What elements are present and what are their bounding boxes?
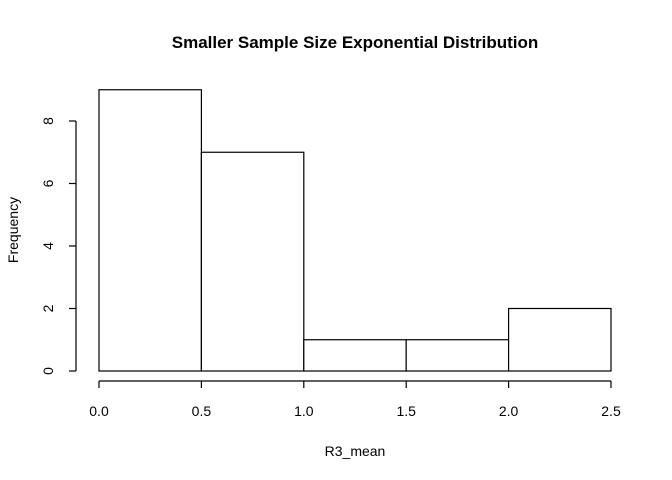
y-tick-label-4: 6: [40, 179, 56, 187]
y-tick-label-1: 0: [40, 367, 56, 375]
x-axis-label: R3_mean: [325, 443, 386, 459]
x-axis: 0.0 0.5 1.0 1.5 2.0 2.5: [89, 380, 621, 419]
x-tick-label-2: 0.5: [192, 403, 212, 419]
x-tick-label-6: 2.5: [601, 403, 621, 419]
histogram-bar-1: [98, 89, 203, 372]
x-tick-label-1: 0.0: [89, 403, 109, 419]
histogram-bar-3: [303, 339, 407, 372]
chart-title: Smaller Sample Size Exponential Distribu…: [172, 33, 539, 52]
histogram-bar-5: [508, 307, 612, 372]
y-axis: 0 2 4 6 8: [40, 117, 77, 375]
y-tick-label-5: 8: [40, 117, 56, 125]
y-tick-label-3: 4: [40, 242, 56, 250]
y-tick-label-2: 2: [40, 304, 56, 312]
histogram-bar-2: [200, 151, 305, 372]
x-tick-label-4: 1.5: [396, 403, 416, 419]
x-tick-label-3: 1.0: [294, 403, 314, 419]
y-axis-label: Frequency: [5, 197, 21, 263]
histogram-bar-4: [405, 339, 510, 372]
bars-group: [98, 89, 612, 372]
x-tick-label-5: 2.0: [499, 403, 519, 419]
